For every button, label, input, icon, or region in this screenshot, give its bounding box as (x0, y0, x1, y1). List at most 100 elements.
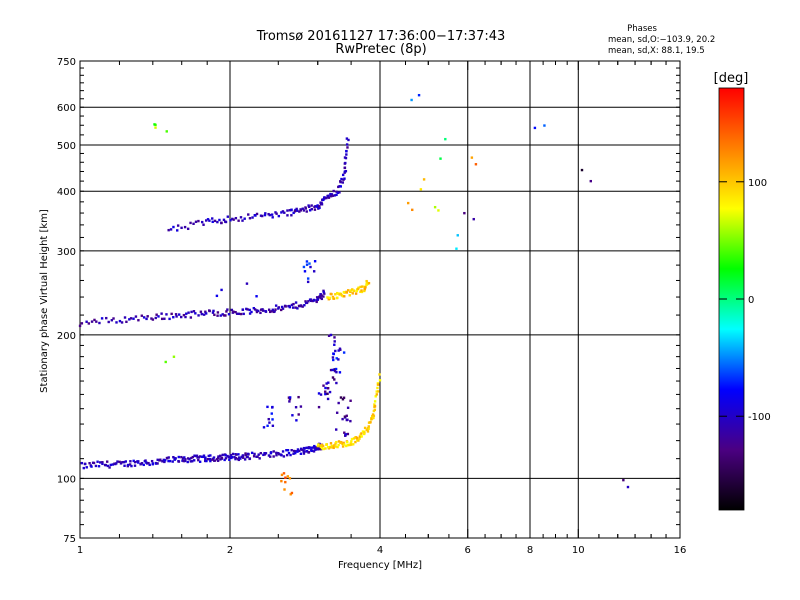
echo-point (337, 349, 340, 352)
echo-point (333, 444, 336, 447)
echo-point (208, 219, 211, 222)
echo-point (348, 294, 351, 297)
echo-point (213, 313, 216, 317)
echo-point (232, 218, 235, 221)
echo-point (168, 459, 172, 463)
echo-point (111, 463, 115, 466)
echo-point (331, 446, 334, 449)
echo-point (332, 358, 335, 362)
echo-point (320, 447, 324, 450)
echo-point (283, 488, 286, 491)
echo-point (281, 307, 285, 310)
echo-point (110, 319, 114, 322)
echo-point (370, 417, 374, 420)
echo-point (274, 211, 277, 214)
echo-point (288, 396, 292, 399)
echo-point (317, 207, 320, 210)
echo-point (343, 415, 347, 418)
echo-point (332, 446, 335, 450)
echo-point (262, 309, 265, 312)
echo-point (232, 310, 235, 313)
echo-point (257, 309, 260, 313)
echo-point (270, 213, 274, 216)
echo-point (369, 421, 372, 424)
echo-point (185, 312, 188, 315)
stats-x-line: mean, sd,X: 88.1, 19.5 (608, 46, 705, 56)
echo-point (337, 401, 340, 405)
echo-point (303, 447, 306, 450)
echo-point (212, 309, 215, 313)
echo-point (339, 185, 342, 188)
echo-point (352, 443, 355, 446)
echo-point (291, 414, 294, 417)
echo-point (362, 432, 366, 436)
echo-point (269, 451, 273, 455)
echo-point (262, 426, 266, 429)
echo-point (120, 321, 124, 324)
echo-point (248, 308, 251, 312)
echo-point (277, 307, 280, 310)
echo-point (346, 146, 349, 149)
echo-point (334, 367, 338, 371)
echo-point (145, 317, 148, 321)
echo-point (230, 455, 234, 459)
echo-point (336, 296, 339, 300)
echo-point (165, 313, 168, 316)
echo-point (129, 317, 133, 320)
echo-point (147, 461, 150, 465)
echo-point (222, 314, 226, 317)
echo-point (463, 211, 466, 215)
echo-point (164, 360, 167, 364)
echo-point (182, 313, 186, 317)
echo-point (363, 287, 366, 290)
echo-point (332, 297, 336, 300)
echo-point (235, 312, 239, 315)
echo-point (183, 459, 187, 463)
echo-point (275, 454, 278, 457)
echo-point (140, 314, 144, 317)
echo-point (217, 455, 220, 458)
echo-point (245, 282, 249, 285)
echo-point (88, 462, 91, 465)
echo-point (352, 289, 355, 292)
echo-point (326, 392, 329, 395)
echo-point (316, 297, 320, 301)
echo-point (306, 277, 310, 280)
echo-point (255, 309, 258, 312)
echo-point (366, 282, 369, 285)
y-tick-label: 75 (63, 534, 76, 545)
echo-point (343, 443, 346, 446)
echo-point (302, 452, 306, 455)
echo-point (80, 322, 84, 325)
echo-point (234, 310, 237, 314)
echo-point (322, 447, 325, 451)
echo-point (310, 204, 313, 207)
echo-point (194, 220, 198, 223)
echo-point (109, 463, 112, 467)
echo-point (332, 352, 335, 355)
echo-point (281, 450, 285, 453)
echo-point (324, 390, 327, 393)
echo-point (227, 313, 231, 316)
echo-point (84, 462, 87, 466)
echo-point (318, 205, 321, 208)
echo-point (216, 459, 220, 462)
echo-point (146, 315, 149, 318)
echo-point (243, 217, 246, 220)
echo-point (290, 208, 293, 211)
echo-point (197, 314, 200, 317)
echo-point (237, 453, 240, 456)
echo-point (439, 157, 442, 160)
echo-point (172, 355, 176, 358)
echo-point (310, 449, 313, 452)
echo-point (202, 313, 206, 316)
echo-point (341, 445, 345, 448)
echo-point (179, 315, 183, 319)
echo-point (286, 214, 289, 217)
echo-point (268, 421, 271, 424)
echo-point (211, 458, 214, 461)
echo-point (295, 419, 298, 422)
echo-point (333, 340, 336, 343)
echo-point (335, 190, 338, 193)
echo-point (323, 196, 326, 199)
